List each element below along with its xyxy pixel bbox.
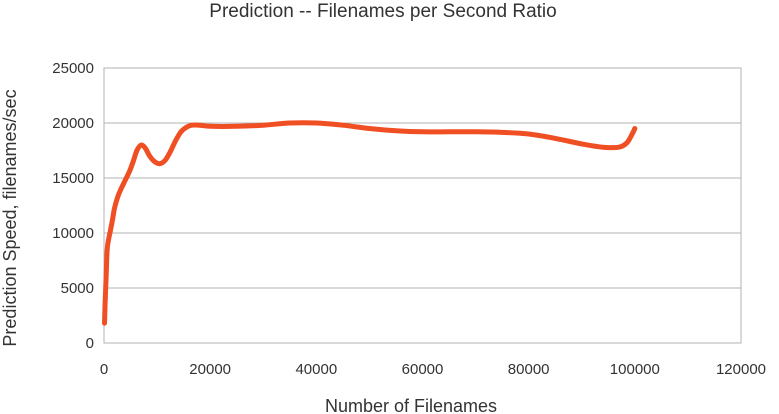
x-tick-label: 60000 [402, 361, 444, 378]
y-tick-label: 20000 [52, 115, 94, 132]
series-layer [102, 120, 638, 326]
x-tick-label: 0 [100, 361, 108, 378]
gridlines [104, 67, 741, 344]
x-axis-title: Number of Filenames [325, 396, 497, 414]
y-tick-labels: 0 5000 10000 15000 20000 25000 [52, 60, 94, 352]
x-tick-label: 120000 [716, 361, 766, 378]
y-axis-title: Prediction Speed, filenames/sec [0, 89, 20, 346]
x-tick-label: 80000 [508, 361, 550, 378]
chart-title: Prediction -- Filenames per Second Ratio [209, 1, 556, 22]
x-tick-label: 40000 [295, 361, 337, 378]
y-tick-label: 10000 [52, 225, 94, 242]
plot-frame [103, 67, 742, 344]
series-line [102, 120, 638, 326]
x-tick-label: 20000 [189, 361, 231, 378]
y-tick-label: 25000 [52, 60, 94, 77]
y-tick-label: 0 [86, 335, 94, 352]
y-tick-label: 15000 [52, 170, 94, 187]
x-tick-label: 100000 [610, 361, 660, 378]
x-tick-labels: 0 20000 40000 60000 80000 100000 120000 [100, 361, 766, 378]
y-tick-label: 5000 [61, 280, 94, 297]
